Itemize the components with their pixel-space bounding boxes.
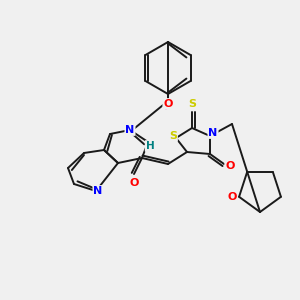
Text: F: F	[164, 102, 172, 112]
Text: H: H	[146, 141, 154, 151]
Text: S: S	[188, 99, 196, 109]
Text: O: O	[129, 178, 139, 188]
Text: S: S	[169, 131, 177, 141]
Text: O: O	[227, 192, 237, 202]
Text: N: N	[125, 125, 135, 135]
Text: O: O	[163, 99, 173, 109]
Text: N: N	[93, 186, 103, 196]
Text: O: O	[225, 161, 235, 171]
Text: N: N	[208, 128, 217, 138]
